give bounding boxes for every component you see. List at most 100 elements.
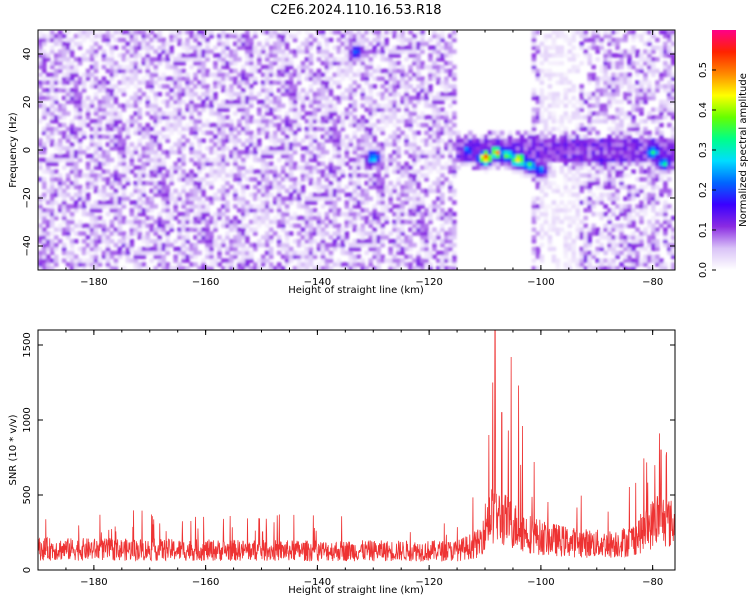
heatmap-cell <box>45 266 51 270</box>
heatmap-cell <box>575 153 581 159</box>
heatmap-cell <box>607 57 612 62</box>
heatmap-cell <box>141 153 147 159</box>
heatmap-cell <box>400 95 405 101</box>
heatmap-cell <box>272 45 278 50</box>
heatmap-cell <box>324 115 330 120</box>
heatmap-cell <box>65 68 71 74</box>
heatmap-cell <box>161 84 166 89</box>
heatmap-cell <box>93 122 99 128</box>
heatmap-cell <box>165 215 170 221</box>
heatmap-cell <box>384 215 389 221</box>
heatmap-cell <box>372 180 378 186</box>
heatmap-cell <box>312 146 318 151</box>
heatmap-cell <box>503 165 509 170</box>
heatmap-cell <box>153 111 159 116</box>
heatmap-cell <box>587 119 592 124</box>
heatmap-cell <box>45 57 51 62</box>
heatmap-cell <box>384 107 389 112</box>
heatmap-cell <box>38 235 43 240</box>
heatmap-cell <box>571 103 577 109</box>
heatmap-cell <box>268 219 274 225</box>
heatmap-cell <box>61 122 67 128</box>
heatmap-cell <box>153 254 159 259</box>
heatmap-cell <box>141 200 147 205</box>
heatmap-cell <box>571 204 577 209</box>
heatmap-cell <box>555 99 561 105</box>
heatmap-cell <box>177 91 182 97</box>
heatmap-cell <box>169 37 174 43</box>
heatmap-cell <box>444 250 449 256</box>
heatmap-cell <box>141 57 147 62</box>
heatmap-cell <box>324 111 330 116</box>
heatmap-cell <box>599 107 604 112</box>
heatmap-cell <box>272 180 278 186</box>
heatmap-cell <box>519 150 525 155</box>
heatmap-cell <box>348 138 354 143</box>
heatmap-cell <box>165 41 170 47</box>
heatmap-cell <box>77 188 83 194</box>
heatmap-cell <box>73 88 79 93</box>
heatmap-cell <box>324 84 330 89</box>
heatmap-cell <box>89 208 95 213</box>
heatmap-cell <box>587 254 592 259</box>
heatmap-cell <box>432 188 437 194</box>
heatmap-cell <box>85 262 91 267</box>
heatmap-cell <box>165 64 170 70</box>
heatmap-cell <box>380 91 385 97</box>
heatmap-cell <box>432 60 437 66</box>
heatmap-cell <box>125 150 131 155</box>
heatmap-cell <box>436 215 441 221</box>
heatmap-cell <box>161 231 166 236</box>
heatmap-cell <box>133 262 139 267</box>
heatmap-cell <box>260 130 266 136</box>
heatmap-cell <box>388 246 393 252</box>
heatmap-cell <box>328 250 334 256</box>
heatmap-cell <box>332 45 338 50</box>
heatmap-cell <box>292 119 298 124</box>
heatmap-cell <box>412 134 417 139</box>
heatmap-cell <box>209 30 214 35</box>
heatmap-cell <box>169 165 174 170</box>
heatmap-cell <box>125 68 131 74</box>
heatmap-cell <box>137 211 143 217</box>
heatmap-cell <box>376 180 381 186</box>
heatmap-cell <box>209 242 214 248</box>
heatmap-cell <box>252 262 258 267</box>
heatmap-cell <box>539 80 545 85</box>
heatmap-cell <box>587 76 592 81</box>
heatmap-cell <box>392 72 397 78</box>
heatmap-cell <box>284 88 290 93</box>
heatmap-cell <box>101 254 107 259</box>
heatmap-cell <box>372 165 378 170</box>
heatmap-cell <box>49 84 55 89</box>
heatmap-cell <box>587 111 592 116</box>
heatmap-cell <box>344 219 350 225</box>
heatmap-cell <box>296 126 302 132</box>
heatmap-cell <box>579 157 585 163</box>
heatmap-cell <box>591 200 596 205</box>
heatmap-cell <box>89 177 95 182</box>
heatmap-cell <box>185 215 190 221</box>
heatmap-cell <box>607 196 612 201</box>
heatmap-cell <box>583 184 589 190</box>
heatmap-cell <box>372 150 378 155</box>
heatmap-cell <box>213 95 218 101</box>
heatmap-cell <box>308 122 314 128</box>
heatmap-cell <box>145 111 151 116</box>
heatmap-cell <box>595 196 600 201</box>
heatmap-cell <box>121 231 127 236</box>
heatmap-cell <box>149 250 155 256</box>
heatmap-cell <box>436 153 441 159</box>
heatmap-cell <box>252 169 258 174</box>
heatmap-cell <box>61 227 67 232</box>
heatmap-cell <box>599 91 604 97</box>
heatmap-cell <box>392 53 397 58</box>
heatmap-cell <box>579 138 585 143</box>
heatmap-cell <box>260 258 266 263</box>
heatmap-cell <box>256 119 262 124</box>
heatmap-cell <box>97 192 103 198</box>
heatmap-cell <box>531 30 537 35</box>
heatmap-cell <box>121 72 127 78</box>
heatmap-cell <box>213 45 218 50</box>
heatmap-cell <box>121 57 127 62</box>
